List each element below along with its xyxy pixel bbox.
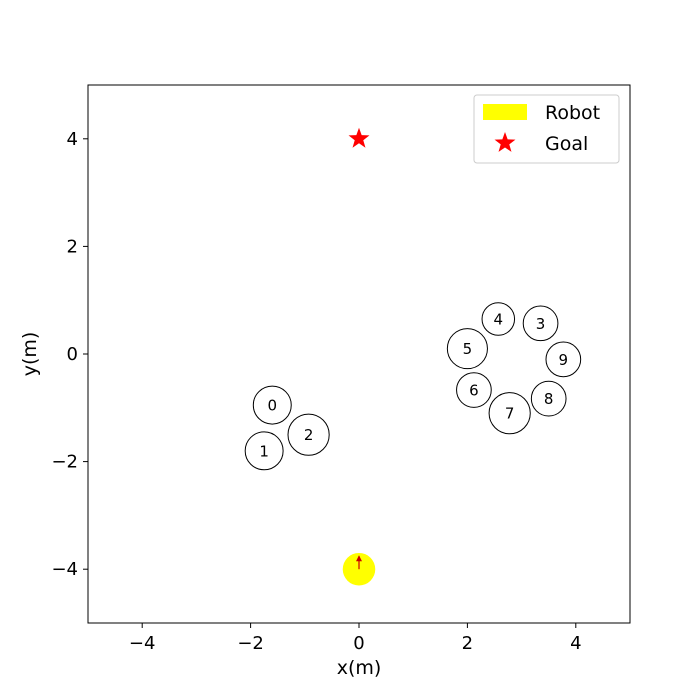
y-tick-label-0: −4	[51, 559, 78, 580]
y-axis-label: y(m)	[19, 332, 41, 377]
obstacle-label-7: 7	[505, 405, 515, 423]
x-tick-label-1: −2	[237, 633, 264, 654]
legend-label-goal: Goal	[545, 133, 588, 155]
legend-goal-swatch	[494, 132, 516, 152]
x-axis-label: x(m)	[337, 657, 382, 679]
obstacle-1	[244, 431, 284, 471]
obstacle-label-5: 5	[463, 340, 473, 358]
obstacle-label-6: 6	[469, 382, 479, 400]
x-tick-label-2: 0	[353, 633, 364, 654]
obstacle-label-1: 1	[259, 442, 269, 460]
obstacle-8	[530, 380, 567, 417]
obstacle-label-0: 0	[268, 397, 278, 415]
obstacle-4	[481, 302, 516, 336]
legend: Robot Goal	[473, 94, 620, 164]
y-tick-label-2: 0	[67, 344, 78, 365]
y-tick-label-3: 2	[67, 236, 78, 257]
x-tick-label-4: 4	[570, 633, 581, 654]
x-tick-label-0: −4	[129, 633, 156, 654]
obstacle-6	[456, 372, 492, 408]
obstacle-label-9: 9	[559, 351, 569, 369]
obstacle-9	[545, 341, 582, 378]
robot-heading-arrowhead	[356, 555, 362, 562]
obstacle-2	[287, 413, 330, 456]
obstacle-3	[522, 305, 559, 342]
y-tick-label-1: −2	[51, 452, 78, 473]
x-tick-label-3: 2	[462, 633, 473, 654]
obstacle-label-8: 8	[544, 390, 554, 408]
y-tick-label-4: 4	[67, 129, 78, 150]
legend-label-robot: Robot	[545, 102, 600, 124]
obstacle-5	[446, 328, 488, 370]
plot-marks: 0 1 2 3 4 5 6 7 8 9	[244, 127, 582, 586]
obstacle-label-4: 4	[494, 311, 504, 329]
obstacle-label-3: 3	[536, 315, 546, 333]
obstacle-7	[488, 392, 531, 435]
axes: −4 −2 0 2 4 −4 −2 0 2 4	[51, 129, 581, 654]
legend-robot-swatch	[483, 104, 527, 120]
obstacle-label-2: 2	[304, 426, 314, 444]
obstacle-0	[252, 385, 292, 425]
goal-star	[348, 127, 370, 148]
